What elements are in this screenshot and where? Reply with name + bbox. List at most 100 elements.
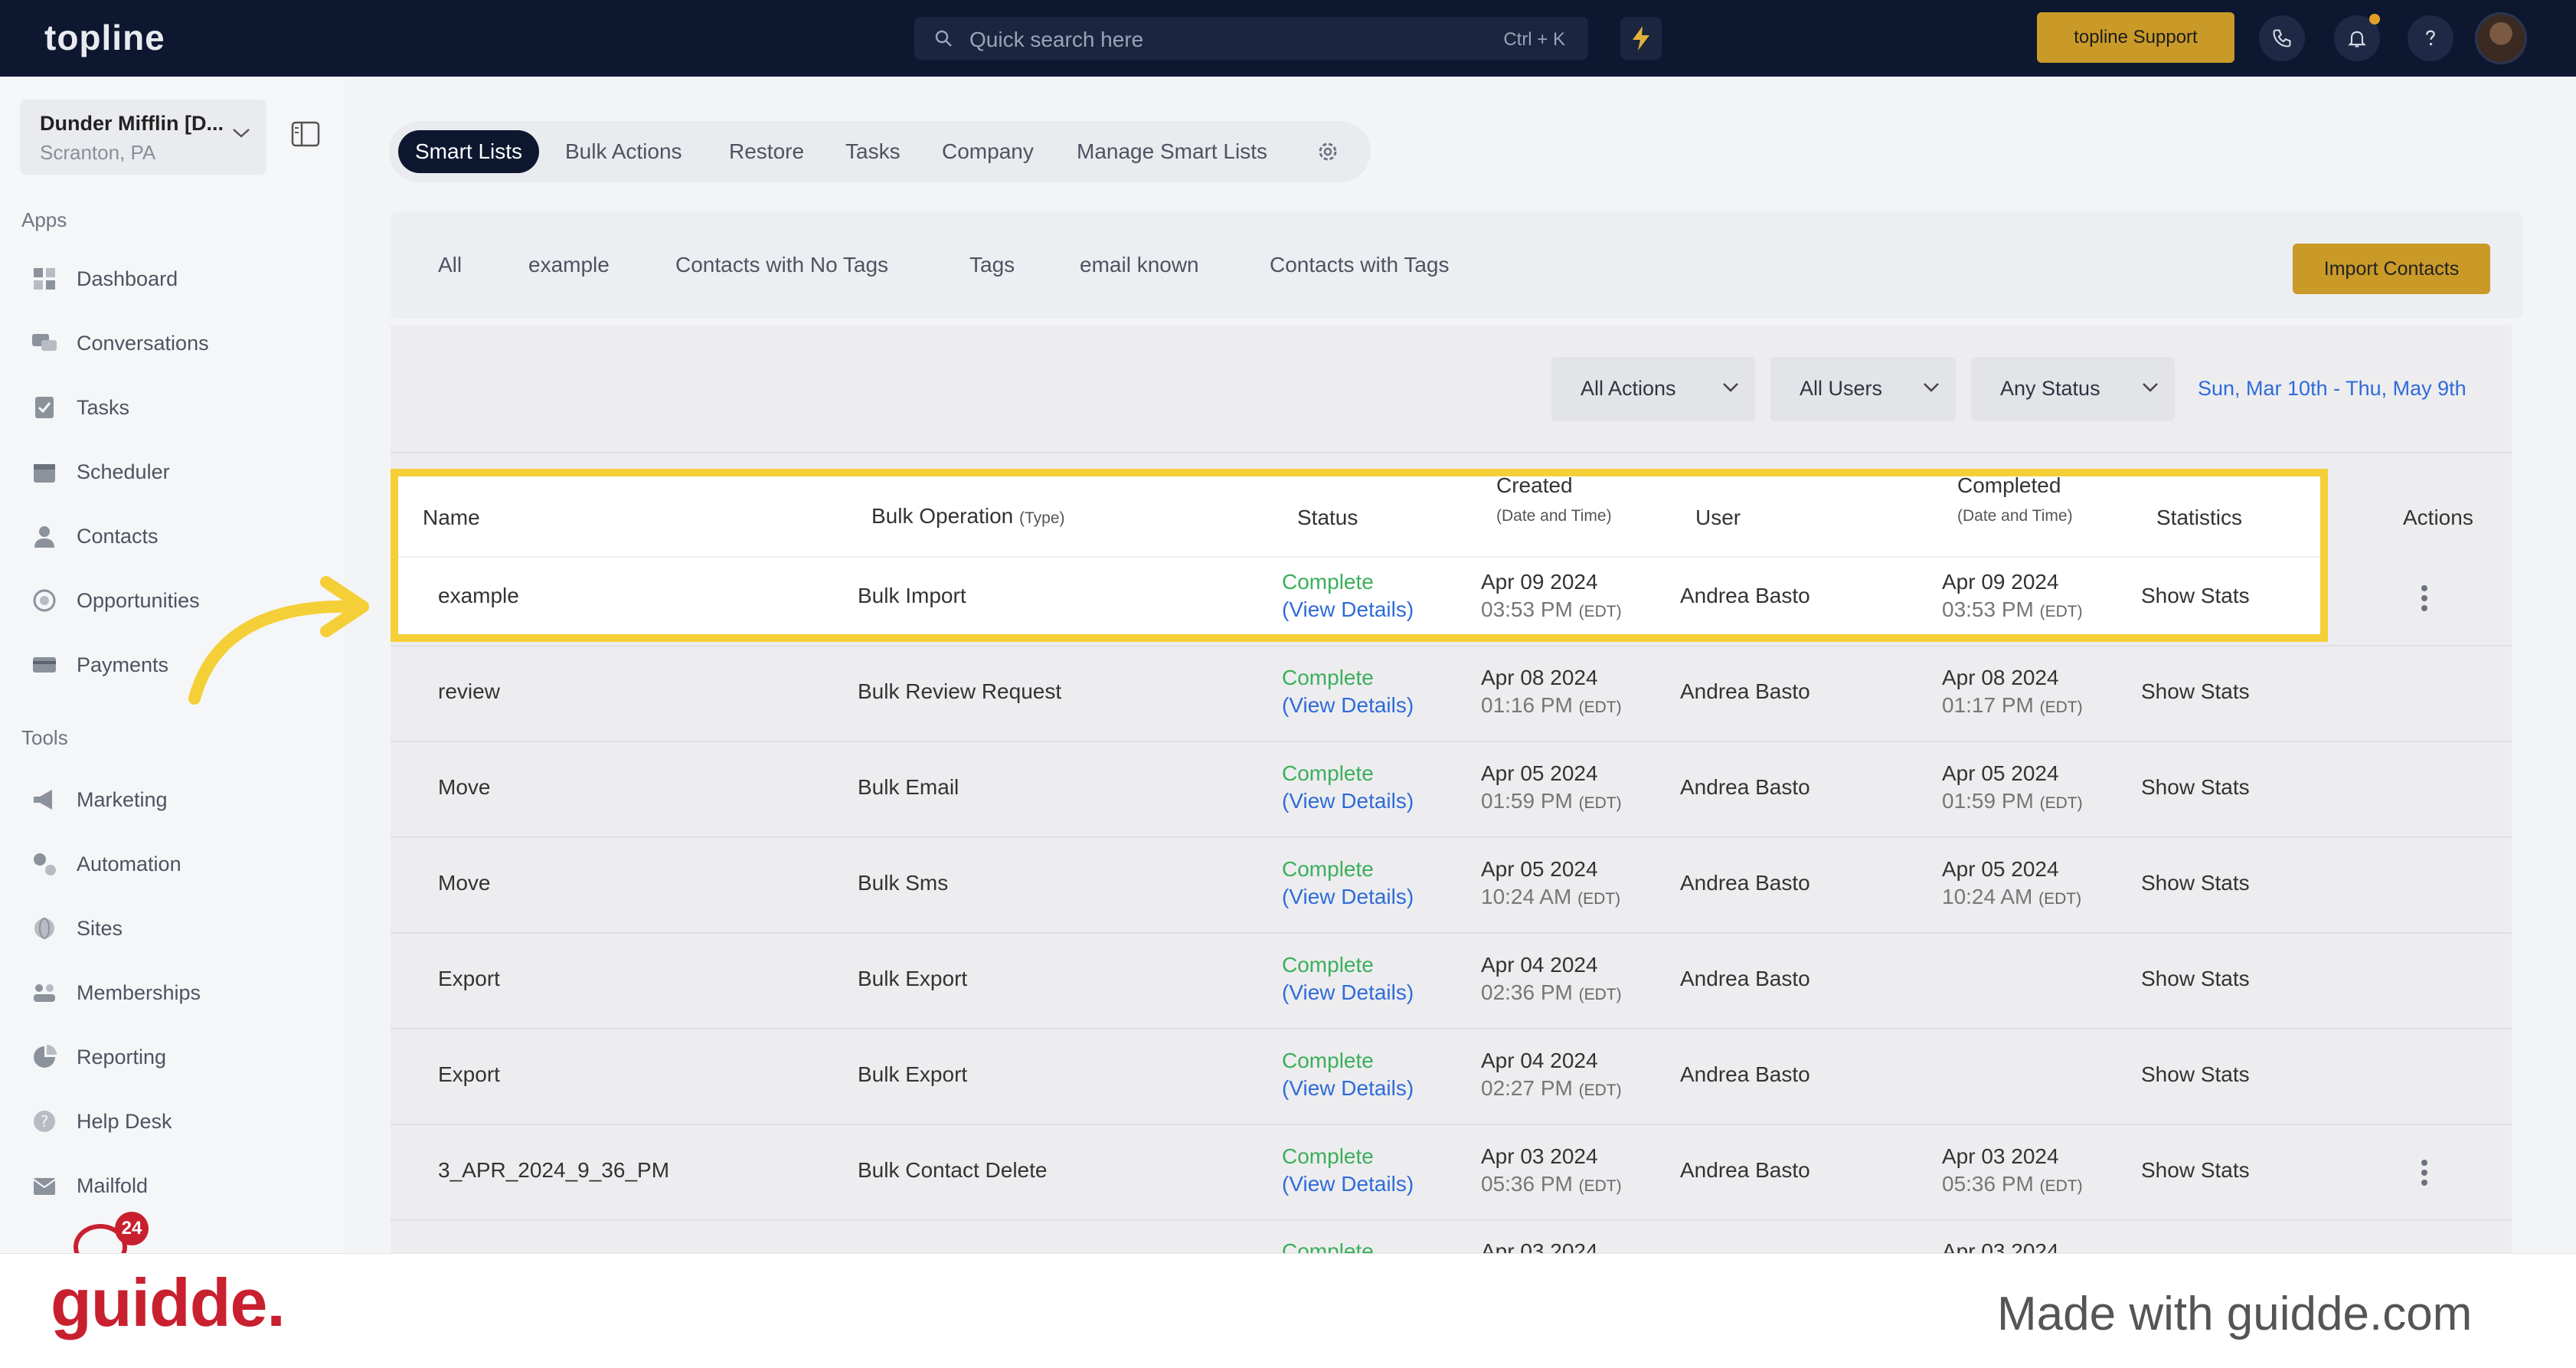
- tab-bulk-actions[interactable]: Bulk Actions: [565, 139, 682, 163]
- view-details-link[interactable]: (View Details): [1282, 693, 1414, 717]
- row-created-time: 02:27 PM (EDT): [1481, 1076, 1622, 1101]
- tab-tasks[interactable]: Tasks: [845, 139, 901, 163]
- subtab-all[interactable]: All: [438, 253, 463, 277]
- sidebar-item-dashboard[interactable]: Dashboard: [31, 257, 178, 300]
- row-operation: Bulk Export: [858, 967, 968, 990]
- subtab-email-known[interactable]: email known: [1080, 253, 1199, 277]
- subtab-contacts-no-tags[interactable]: Contacts with No Tags: [675, 253, 889, 277]
- filter-actions[interactable]: All Actions: [1551, 357, 1755, 421]
- import-contacts-button[interactable]: Import Contacts: [2293, 244, 2490, 294]
- smart-lists-bar: [391, 211, 2522, 319]
- location-name: Dunder Mifflin [D...: [40, 112, 224, 135]
- show-stats-link[interactable]: Show Stats: [2141, 775, 2250, 799]
- row-name: Export: [438, 967, 500, 990]
- show-stats-link[interactable]: Show Stats: [2141, 679, 2250, 703]
- timezone: (EDT): [2039, 699, 2083, 716]
- column-header-status[interactable]: Status: [1297, 506, 1358, 529]
- show-stats-link[interactable]: Show Stats: [2141, 1158, 2250, 1182]
- column-header-created[interactable]: Created: [1496, 473, 1573, 497]
- row-actions-menu[interactable]: [2421, 1160, 2427, 1190]
- user-avatar[interactable]: [2475, 12, 2527, 64]
- sidebar-collapse-icon[interactable]: [291, 121, 320, 147]
- subtab-example[interactable]: example: [528, 253, 610, 277]
- filter-users[interactable]: All Users: [1770, 357, 1956, 421]
- sidebar-item-scheduler[interactable]: Scheduler: [31, 450, 170, 493]
- row-created-time: 05:36 PM (EDT): [1481, 1172, 1622, 1196]
- show-stats-link[interactable]: Show Stats: [2141, 1062, 2250, 1086]
- tab-restore[interactable]: Restore: [729, 139, 805, 163]
- sidebar-item-marketing[interactable]: Marketing: [31, 778, 168, 821]
- show-stats-link[interactable]: Show Stats: [2141, 871, 2250, 895]
- subtab-tags[interactable]: Tags: [969, 253, 1015, 277]
- sidebar-item-conversations[interactable]: Conversations: [31, 322, 209, 365]
- gears-icon: [31, 850, 58, 878]
- row-operation: Bulk Import: [858, 584, 966, 607]
- sidebar-item-reporting[interactable]: Reporting: [31, 1036, 166, 1078]
- tools-section-title: Tools: [21, 726, 68, 749]
- view-details-link[interactable]: (View Details): [1282, 789, 1414, 813]
- gear-icon[interactable]: [1316, 139, 1340, 164]
- row-created-date: Apr 08 2024: [1481, 666, 1598, 689]
- show-stats-link[interactable]: Show Stats: [2141, 584, 2250, 607]
- row-operation: Bulk Sms: [858, 871, 949, 895]
- tab-manage-smart-lists[interactable]: Manage Smart Lists: [1077, 139, 1267, 163]
- sidebar-item-payments[interactable]: Payments: [31, 643, 168, 686]
- row-created-time: 10:24 AM (EDT): [1481, 885, 1620, 909]
- view-details-link[interactable]: (View Details): [1282, 1172, 1414, 1196]
- row-created-time: 03:53 PM (EDT): [1481, 597, 1622, 622]
- sidebar-item-label: Scheduler: [77, 460, 170, 483]
- column-header-name[interactable]: Name: [423, 506, 480, 529]
- sidebar-item-memberships[interactable]: Memberships: [31, 971, 201, 1014]
- sidebar-item-sites[interactable]: Sites: [31, 907, 123, 950]
- view-details-link[interactable]: (View Details): [1282, 980, 1414, 1004]
- time-value: 05:36 PM: [1942, 1172, 2034, 1196]
- made-with-text: Made with guidde.com: [1997, 1288, 2473, 1340]
- timezone: (EDT): [2039, 794, 2083, 812]
- location-switcher[interactable]: Dunder Mifflin [D... Scranton, PA: [20, 100, 266, 175]
- tab-company[interactable]: Company: [942, 139, 1034, 163]
- help-button[interactable]: [2408, 15, 2453, 61]
- app-logo[interactable]: topline: [44, 18, 165, 57]
- timezone: (EDT): [2039, 603, 2083, 620]
- sidebar-item-help-desk[interactable]: ? Help Desk: [31, 1100, 172, 1143]
- sidebar-item-contacts[interactable]: Contacts: [31, 515, 159, 558]
- view-details-link[interactable]: (View Details): [1282, 1076, 1414, 1100]
- row-created-date: Apr 04 2024: [1481, 1049, 1598, 1072]
- sidebar-item-opportunities[interactable]: Opportunities: [31, 579, 200, 622]
- row-actions-menu[interactable]: [2421, 585, 2427, 615]
- show-stats-link[interactable]: Show Stats: [2141, 967, 2250, 990]
- row-completed-date: Apr 05 2024: [1942, 857, 2059, 881]
- sidebar: Dunder Mifflin [D... Scranton, PA Apps D…: [0, 77, 345, 1253]
- column-header-completed[interactable]: Completed: [1957, 473, 2061, 497]
- view-details-link[interactable]: (View Details): [1282, 885, 1414, 908]
- support-button[interactable]: topline Support: [2037, 12, 2234, 63]
- row-user: Andrea Basto: [1680, 871, 1810, 895]
- chevron-down-icon: [1924, 383, 1939, 392]
- row-completed-time: 01:17 PM (EDT): [1942, 693, 2083, 718]
- chat-widget-icon[interactable]: [74, 1224, 127, 1270]
- timezone: (EDT): [2038, 890, 2082, 908]
- column-header-statistics[interactable]: Statistics: [2156, 506, 2243, 529]
- quick-search[interactable]: Quick search here Ctrl + K: [914, 17, 1588, 60]
- time-value: 10:24 AM: [1942, 885, 2033, 908]
- sidebar-item-tasks[interactable]: Tasks: [31, 386, 129, 429]
- filter-status[interactable]: Any Status: [1971, 357, 2175, 421]
- subtab-contacts-with-tags[interactable]: Contacts with Tags: [1270, 253, 1450, 277]
- row-name: Move: [438, 775, 491, 799]
- column-header-actions: Actions: [2403, 506, 2473, 529]
- help-icon: ?: [31, 1108, 58, 1135]
- time-value: 10:24 AM: [1481, 885, 1572, 908]
- divider: [391, 452, 2512, 453]
- sidebar-item-mailfold[interactable]: Mailfold: [31, 1164, 148, 1207]
- sidebar-item-label: Opportunities: [77, 588, 200, 612]
- divider: [391, 1028, 2512, 1029]
- sidebar-item-automation[interactable]: Automation: [31, 843, 181, 885]
- column-header-operation[interactable]: Bulk Operation (Type): [871, 504, 1065, 529]
- quick-actions-button[interactable]: [1620, 17, 1662, 60]
- view-details-link[interactable]: (View Details): [1282, 597, 1414, 621]
- tab-smart-lists[interactable]: Smart Lists: [398, 130, 540, 173]
- date-range-picker[interactable]: Sun, Mar 10th - Thu, May 9th: [2198, 377, 2466, 400]
- header-sublabel: (Type): [1019, 509, 1065, 527]
- phone-button[interactable]: [2259, 15, 2305, 61]
- column-header-user[interactable]: User: [1695, 506, 1741, 529]
